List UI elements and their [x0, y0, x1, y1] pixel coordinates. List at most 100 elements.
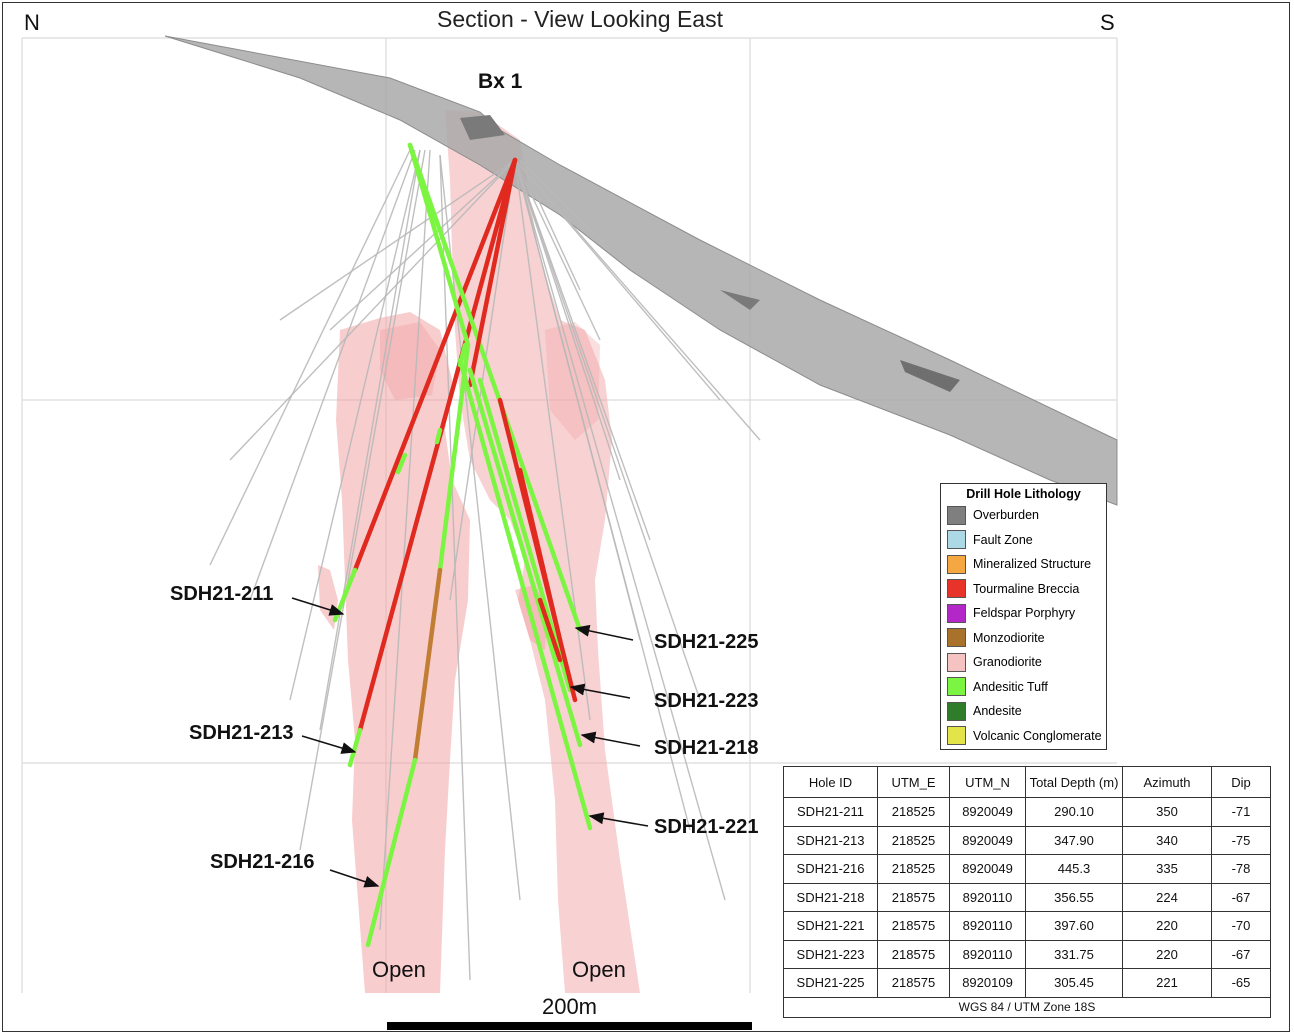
table-row: SDH21-225 218575 8920109 305.45 221 -65 — [783, 968, 1271, 998]
open-label-north: Open — [372, 957, 426, 982]
scale-label: 200m — [541, 994, 598, 1019]
legend-item: Fault Zone — [941, 528, 1106, 553]
table-cell: 8920110 — [949, 911, 1026, 941]
drill-hole-table: Hole ID UTM_E UTM_N Total Depth (m) Azimuth D… — [783, 766, 1271, 1018]
legend-swatch — [947, 603, 966, 623]
table-cell: 218575 — [877, 939, 950, 969]
datum-footer: WGS 84 / UTM Zone 18S — [783, 996, 1271, 1018]
leader-sdh21-223 — [569, 683, 631, 699]
legend-label: Granodiorite — [973, 655, 1042, 670]
legend-swatch — [947, 579, 966, 599]
table-cell: 8920049 — [949, 797, 1026, 827]
leader-sdh21-211 — [291, 597, 345, 616]
table-header-cell: UTM_N — [949, 766, 1026, 798]
legend-swatch — [947, 554, 966, 574]
legend-swatch — [947, 677, 966, 697]
leader-sdh21-213 — [301, 735, 357, 754]
legend-item: Andesitic Tuff — [941, 675, 1106, 700]
scale-bar — [387, 1022, 752, 1030]
table-cell: -71 — [1211, 797, 1271, 827]
table-header-cell: Hole ID — [783, 766, 878, 798]
table-cell: 8920049 — [949, 825, 1026, 855]
leader-sdh21-225 — [574, 624, 634, 641]
table-cell: 218575 — [877, 968, 950, 998]
drill-hole-sdh21-218 — [467, 367, 583, 748]
table-cell: 331.75 — [1025, 939, 1123, 969]
table-cell: SDH21-216 — [783, 854, 878, 884]
legend-label: Feldspar Porphyry — [973, 606, 1076, 621]
legend-swatch — [947, 628, 966, 648]
legend-label: Andesite — [973, 704, 1022, 719]
legend-label: Monzodiorite — [973, 630, 1045, 645]
table-row: SDH21-218 218575 8920110 356.55 224 -67 — [783, 882, 1271, 912]
table-header-cell: Dip — [1211, 766, 1271, 798]
legend-item: Granodiorite — [941, 650, 1106, 675]
legend-label: Andesitic Tuff — [973, 679, 1048, 694]
table-cell: SDH21-218 — [783, 882, 878, 912]
legend-swatch — [947, 726, 966, 746]
table-cell: 8920110 — [949, 939, 1026, 969]
table-header-cell: UTM_E — [877, 766, 950, 798]
overburden-slab — [164, 35, 1118, 506]
table-body: SDH21-211 218525 8920049 290.10 350 -71 SDH21-… — [783, 797, 1271, 998]
table-cell: SDH21-221 — [783, 911, 878, 941]
drill-hole-sdh21-225 — [407, 142, 583, 633]
table-row: SDH21-213 218525 8920049 347.90 340 -75 — [783, 825, 1271, 855]
hole-label-sdh21-213: SDH21-213 — [189, 722, 294, 744]
table-cell: SDH21-223 — [783, 939, 878, 969]
table-cell: 221 — [1122, 968, 1212, 998]
legend-swatch — [947, 505, 966, 525]
table-cell: SDH21-211 — [783, 797, 878, 827]
granodiorite-body-north — [318, 312, 470, 993]
table-row: SDH21-221 218575 8920110 397.60 220 -70 — [783, 911, 1271, 941]
leader-sdh21-221 — [588, 812, 649, 827]
table-cell: -78 — [1211, 854, 1271, 884]
label-leaders — [291, 597, 649, 888]
table-row: SDH21-216 218525 8920049 445.3 335 -78 — [783, 854, 1271, 884]
legend-item: Mineralized Structure — [941, 552, 1106, 577]
table-cell: 8920110 — [949, 882, 1026, 912]
table-cell: 220 — [1122, 939, 1212, 969]
open-label-south: Open — [572, 957, 626, 982]
hole-label-sdh21-225: SDH21-225 — [654, 631, 759, 653]
table-row: SDH21-211 218525 8920049 290.10 350 -71 — [783, 797, 1271, 827]
table-cell: 218575 — [877, 911, 950, 941]
table-cell: 347.90 — [1025, 825, 1123, 855]
hole-label-sdh21-218: SDH21-218 — [654, 737, 759, 759]
legend-item: Overburden — [941, 503, 1106, 528]
leader-sdh21-216 — [329, 869, 380, 888]
legend-item: Andesite — [941, 699, 1106, 724]
legend-label: Tourmaline Breccia — [973, 581, 1080, 596]
breccia-label: Bx 1 — [478, 70, 523, 93]
hole-label-sdh21-211: SDH21-211 — [170, 583, 274, 605]
table-cell: 335 — [1122, 854, 1212, 884]
table-cell: 290.10 — [1025, 797, 1123, 827]
table-row: SDH21-223 218575 8920110 331.75 220 -67 — [783, 939, 1271, 969]
table-cell: -67 — [1211, 939, 1271, 969]
table-cell: 356.55 — [1025, 882, 1123, 912]
legend-swatch — [947, 652, 966, 672]
table-cell: 8920049 — [949, 854, 1026, 884]
table-cell: 340 — [1122, 825, 1212, 855]
table-cell: 8920109 — [949, 968, 1026, 998]
table-cell: 220 — [1122, 911, 1212, 941]
table-cell: 445.3 — [1025, 854, 1123, 884]
table-cell: 218525 — [877, 797, 950, 827]
legend-label: Overburden — [973, 508, 1040, 523]
legend-swatch — [947, 701, 966, 721]
hole-label-sdh21-221: SDH21-221 — [654, 816, 759, 838]
legend-label: Fault Zone — [973, 532, 1033, 547]
table-cell: 218525 — [877, 854, 950, 884]
legend-item: Monzodiorite — [941, 626, 1106, 651]
table-cell: 350 — [1122, 797, 1212, 827]
hole-label-sdh21-216: SDH21-216 — [210, 851, 315, 873]
legend-item: Tourmaline Breccia — [941, 577, 1106, 602]
table-cell: 224 — [1122, 882, 1212, 912]
legend-label: Mineralized Structure — [973, 557, 1092, 572]
table-header-cell: Total Depth (m) — [1025, 766, 1123, 798]
south-label: S — [1100, 10, 1115, 35]
table-cell: -67 — [1211, 882, 1271, 912]
table-cell: -70 — [1211, 911, 1271, 941]
table-cell: 218525 — [877, 825, 950, 855]
